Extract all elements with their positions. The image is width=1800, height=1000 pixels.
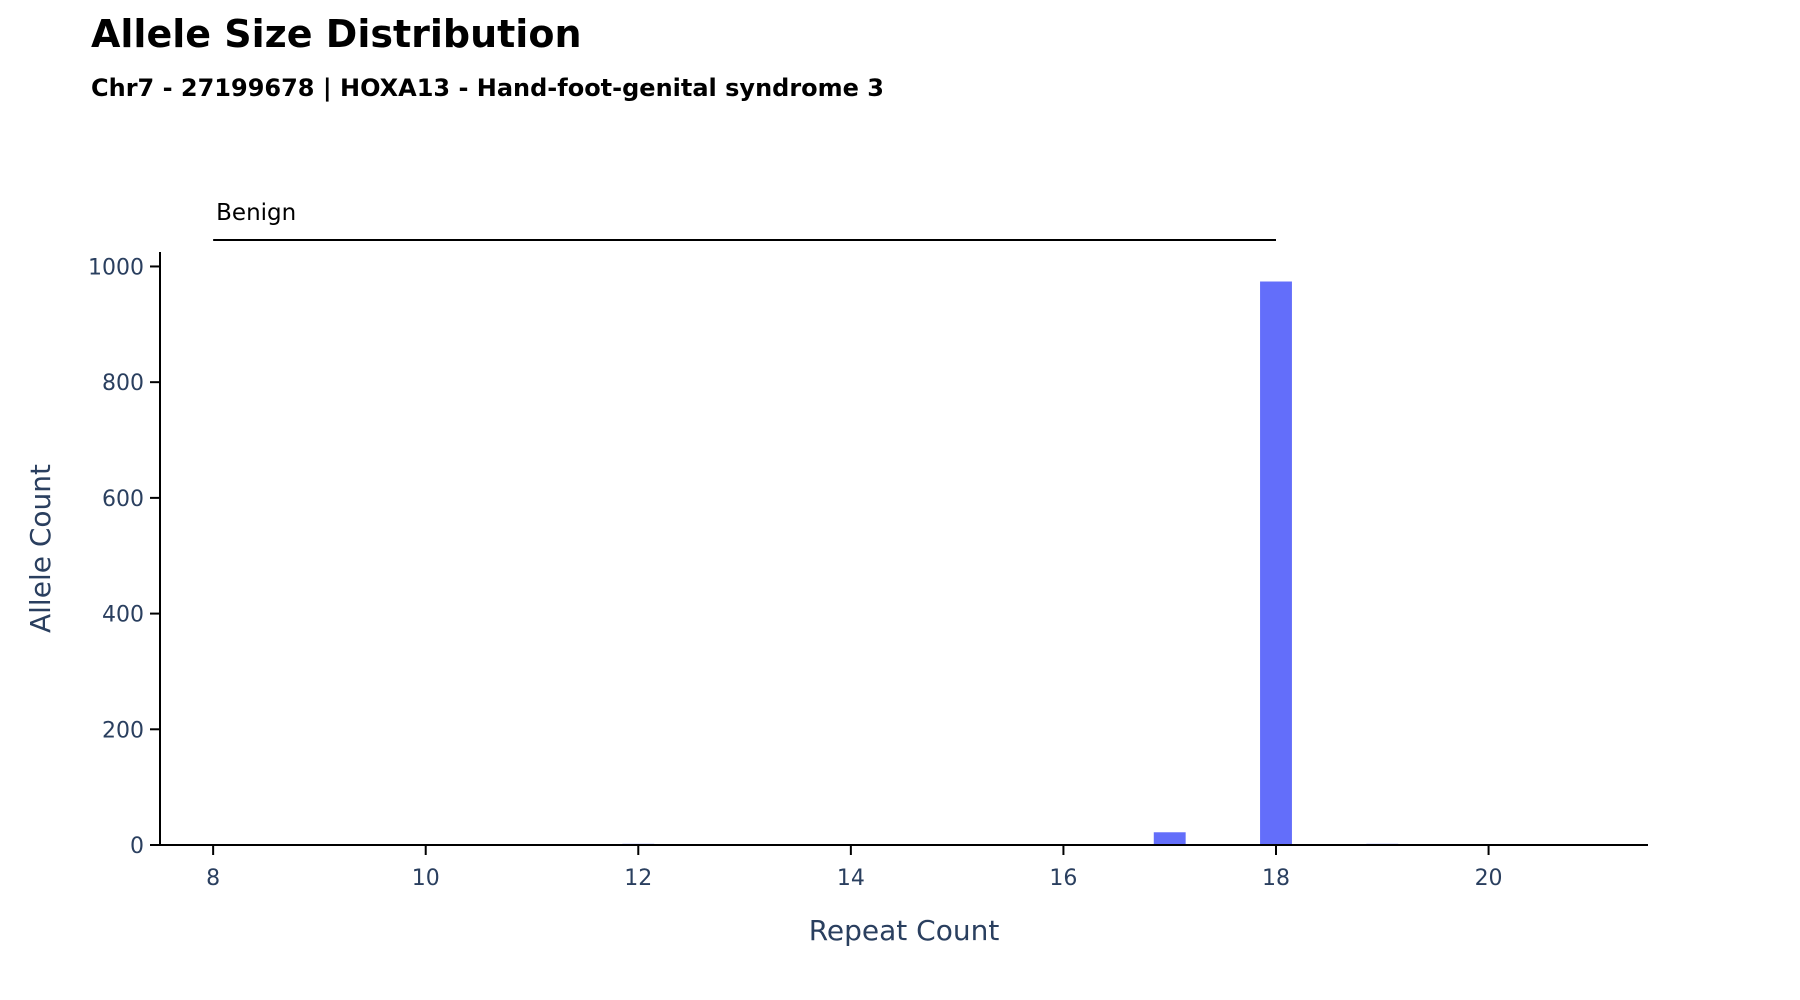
x-axis-title: Repeat Count xyxy=(809,914,1000,947)
x-tick-label: 16 xyxy=(1049,866,1077,891)
y-axis-title: Allele Count xyxy=(24,464,57,633)
bar-17 xyxy=(1153,832,1186,845)
y-tick-label: 1000 xyxy=(88,255,144,280)
y-tick-label: 200 xyxy=(102,718,144,743)
bars xyxy=(197,281,1399,845)
x-tick-label: 12 xyxy=(624,866,652,891)
bar-18 xyxy=(1260,281,1292,845)
range-label-benign: Benign xyxy=(216,200,296,226)
x-tick-label: 14 xyxy=(837,866,865,891)
y-tick-label: 0 xyxy=(130,834,144,859)
x-tick-label: 10 xyxy=(412,866,440,891)
y-tick-label: 800 xyxy=(102,371,144,396)
x-tick-label: 8 xyxy=(206,866,220,891)
y-tick-label: 600 xyxy=(102,487,144,512)
x-axis-ticks: 8 10 12 14 16 18 20 xyxy=(206,845,1503,891)
range-annotations: Benign xyxy=(213,200,1276,241)
x-tick-label: 20 xyxy=(1475,866,1503,891)
x-tick-label: 18 xyxy=(1262,866,1290,891)
y-axis-ticks: 0 200 400 600 800 1000 xyxy=(88,255,160,859)
y-tick-label: 400 xyxy=(102,603,144,628)
chart-subtitle: Chr7 - 27199678 | HOXA13 - Hand-foot-gen… xyxy=(91,74,884,102)
chart-title: Allele Size Distribution xyxy=(91,12,582,56)
